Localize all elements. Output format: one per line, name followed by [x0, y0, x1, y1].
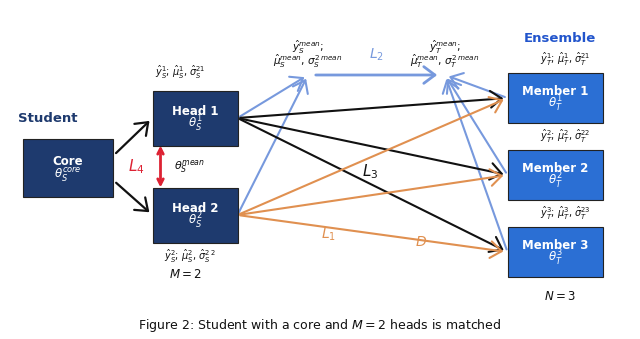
FancyBboxPatch shape [23, 139, 113, 197]
Text: $\hat{y}_T^{mean}$;: $\hat{y}_T^{mean}$; [429, 38, 461, 56]
Text: $\hat{y}_S^{mean}$;: $\hat{y}_S^{mean}$; [292, 38, 324, 56]
Text: $\hat{\mu}_T^{mean}$, $\sigma^{2\,mean}_T$: $\hat{\mu}_T^{mean}$, $\sigma^{2\,mean}_… [410, 52, 479, 69]
Text: $L_3$: $L_3$ [362, 163, 378, 181]
Text: Head 1: Head 1 [172, 105, 218, 118]
Text: $L_2$: $L_2$ [369, 46, 384, 63]
Text: $\hat{y}_T^1$; $\hat{\mu}_T^1$, $\hat{\sigma}^{21}_T$: $\hat{y}_T^1$; $\hat{\mu}_T^1$, $\hat{\s… [540, 51, 590, 67]
Text: Head 2: Head 2 [172, 202, 218, 215]
Text: Figure 2: Student with a core and $M = 2$ heads is matched: Figure 2: Student with a core and $M = 2… [138, 317, 502, 334]
Text: $\theta_S^1$: $\theta_S^1$ [188, 114, 202, 135]
Text: $N = 3$: $N = 3$ [544, 291, 576, 303]
Text: Member 2: Member 2 [522, 162, 588, 175]
Text: $\theta_S^{mean}$: $\theta_S^{mean}$ [175, 158, 205, 175]
Text: $\theta_S^{core}$: $\theta_S^{core}$ [54, 165, 82, 183]
Text: $D$: $D$ [415, 235, 427, 249]
Text: Core: Core [52, 155, 83, 168]
FancyBboxPatch shape [508, 150, 602, 200]
Text: Ensemble: Ensemble [524, 32, 596, 44]
Text: Member 3: Member 3 [522, 239, 588, 252]
Text: $L_1$: $L_1$ [321, 227, 335, 243]
Text: $\theta_S^2$: $\theta_S^2$ [188, 211, 202, 232]
Text: $\hat{y}_T^3$; $\hat{\mu}_T^3$, $\hat{\sigma}^{23}_T$: $\hat{y}_T^3$; $\hat{\mu}_T^3$, $\hat{\s… [540, 204, 590, 222]
Text: $\hat{\mu}_S^{mean}$, $\sigma^{2\,mean}_S$: $\hat{\mu}_S^{mean}$, $\sigma^{2\,mean}_… [273, 52, 342, 69]
Text: $\theta_T^2$: $\theta_T^2$ [548, 171, 563, 192]
FancyBboxPatch shape [508, 73, 602, 123]
Text: $L_4$: $L_4$ [128, 157, 145, 176]
Text: Member 1: Member 1 [522, 85, 588, 98]
FancyBboxPatch shape [152, 187, 237, 242]
Text: $M = 2$: $M = 2$ [168, 268, 202, 281]
Text: $\theta_T^3$: $\theta_T^3$ [548, 248, 563, 268]
Text: $\hat{y}_S^1$; $\hat{\mu}_S^1$, $\hat{\sigma}^{21}_S$: $\hat{y}_S^1$; $\hat{\mu}_S^1$, $\hat{\s… [155, 64, 205, 81]
FancyBboxPatch shape [152, 91, 237, 145]
FancyBboxPatch shape [508, 227, 602, 277]
Text: $\hat{y}_S^2$; $\hat{\mu}_S^2$, $\hat{\sigma}^{2\,2}_S$: $\hat{y}_S^2$; $\hat{\mu}_S^2$, $\hat{\s… [164, 248, 216, 265]
Text: $\theta_T^1$: $\theta_T^1$ [548, 94, 563, 115]
Text: Student: Student [19, 112, 77, 124]
Text: $\hat{y}_T^2$; $\hat{\mu}_T^2$, $\hat{\sigma}^{22}_T$: $\hat{y}_T^2$; $\hat{\mu}_T^2$, $\hat{\s… [540, 127, 590, 145]
